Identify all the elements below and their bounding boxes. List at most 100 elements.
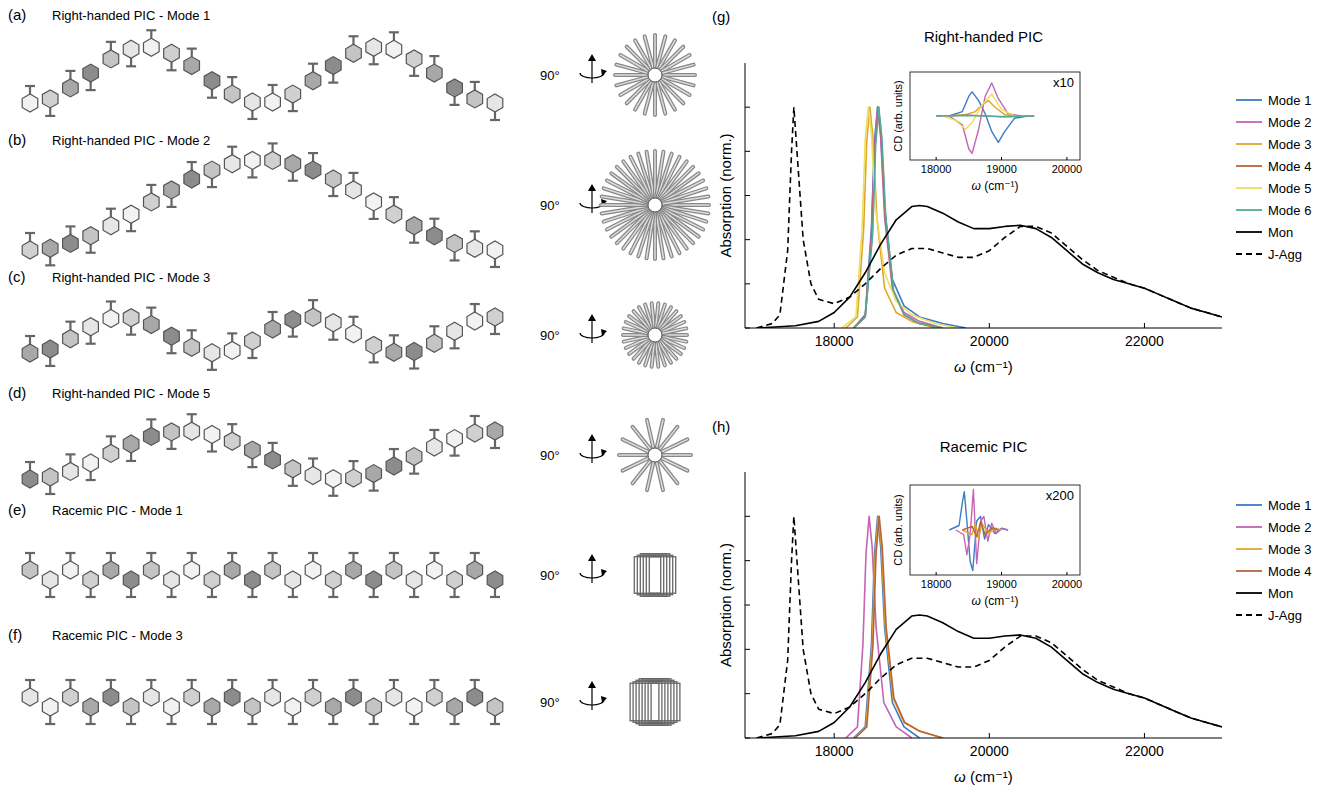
end-view-stick xyxy=(663,74,695,76)
ring xyxy=(164,698,180,716)
substituent xyxy=(86,89,96,91)
ring xyxy=(386,457,402,475)
ring xyxy=(487,698,503,716)
substituent xyxy=(126,460,136,462)
ring xyxy=(467,90,483,108)
substituent xyxy=(348,460,358,462)
substituent xyxy=(490,333,500,335)
end-view-stick xyxy=(654,35,656,67)
substituent xyxy=(25,335,35,337)
ring xyxy=(305,308,321,326)
end-view-stack xyxy=(643,554,669,597)
series-line xyxy=(962,522,998,537)
substituent xyxy=(450,596,460,598)
ring xyxy=(22,241,38,259)
ring xyxy=(447,234,463,252)
legend-swatch xyxy=(1236,570,1262,572)
panel-title: Racemic PIC - Mode 1 xyxy=(52,503,183,518)
substituent xyxy=(207,723,217,725)
substituent xyxy=(227,332,237,334)
arrow-head xyxy=(601,329,607,336)
substituent xyxy=(288,723,298,725)
ring xyxy=(245,332,261,350)
ring xyxy=(265,151,281,169)
substituent xyxy=(207,186,217,188)
substituent xyxy=(167,206,177,208)
x-tick xyxy=(1001,572,1002,575)
substituent xyxy=(348,552,358,554)
ring xyxy=(406,217,422,235)
end-view-stick xyxy=(623,458,648,470)
ring xyxy=(447,571,463,589)
x-tick-label: 20000 xyxy=(1052,578,1083,590)
end-view-stick xyxy=(647,152,654,197)
ring xyxy=(83,227,99,245)
ring xyxy=(265,93,281,111)
arrow-head xyxy=(588,434,596,441)
structure-panel: (c)Right-handed PIC - Mode 390° xyxy=(8,268,687,370)
panel-title: Right-handed PIC - Mode 5 xyxy=(52,386,210,401)
substituent xyxy=(247,596,257,598)
ring xyxy=(285,155,301,173)
ring xyxy=(83,698,99,716)
legend-label: Mon xyxy=(1268,225,1293,240)
rotation-axis xyxy=(591,319,592,343)
rotation-axis xyxy=(591,189,592,213)
ring xyxy=(22,94,38,112)
ring xyxy=(224,85,240,103)
end-view-stick xyxy=(657,463,663,490)
ring xyxy=(366,193,382,211)
legend-label: Mode 3 xyxy=(1268,137,1311,152)
substituent xyxy=(308,63,318,65)
ring xyxy=(366,698,382,716)
substituent xyxy=(65,679,75,681)
substituent xyxy=(106,679,116,681)
substituent xyxy=(227,423,237,425)
panel-title: Right-handed PIC - Mode 1 xyxy=(52,8,210,23)
substituent xyxy=(167,448,177,450)
ring xyxy=(346,44,362,62)
end-view-stick xyxy=(624,337,647,342)
substituent xyxy=(45,264,55,266)
ring xyxy=(224,432,240,450)
ring xyxy=(63,234,79,252)
ring xyxy=(487,94,503,112)
ring xyxy=(487,241,503,259)
substituent xyxy=(328,82,338,84)
substituent xyxy=(389,552,399,554)
end-view-stick xyxy=(657,83,665,114)
ring xyxy=(487,308,503,326)
chart-title: Racemic PIC xyxy=(940,438,1028,455)
legend-swatch xyxy=(1236,99,1262,101)
ring xyxy=(406,448,422,466)
ring xyxy=(204,161,220,179)
ring xyxy=(144,316,160,334)
series-line xyxy=(949,83,1021,153)
legend-swatch xyxy=(1236,526,1262,528)
end-view-stick xyxy=(654,83,656,115)
arrow-head xyxy=(588,681,596,688)
ring xyxy=(184,338,200,356)
end-view-stick xyxy=(662,439,687,451)
substituent xyxy=(348,316,358,318)
ring xyxy=(305,688,321,706)
rotation-label: 90° xyxy=(540,328,560,343)
ring xyxy=(22,561,38,579)
legend: Mode 1Mode 2Mode 3Mode 4MonJ-Agg xyxy=(1236,498,1311,623)
panel-letter: (b) xyxy=(8,131,26,148)
substituent xyxy=(25,679,35,681)
ring xyxy=(245,698,261,716)
ring xyxy=(346,469,362,487)
x-axis-title: ω (cm⁻¹) xyxy=(954,358,1013,375)
legend-label: Mon xyxy=(1268,586,1293,601)
ring xyxy=(224,155,240,173)
x-axis-title: ω (cm⁻¹) xyxy=(954,768,1013,785)
substituent xyxy=(429,55,439,57)
legend-label: Mode 1 xyxy=(1268,498,1311,513)
legend-label: J-Agg xyxy=(1268,247,1302,262)
inset-plot: 180001900020000ω (cm⁻¹)CD (arb. units)x2… xyxy=(892,485,1082,608)
ring xyxy=(427,561,443,579)
ring xyxy=(83,318,99,336)
substituent xyxy=(369,723,379,725)
substituent xyxy=(25,232,35,234)
